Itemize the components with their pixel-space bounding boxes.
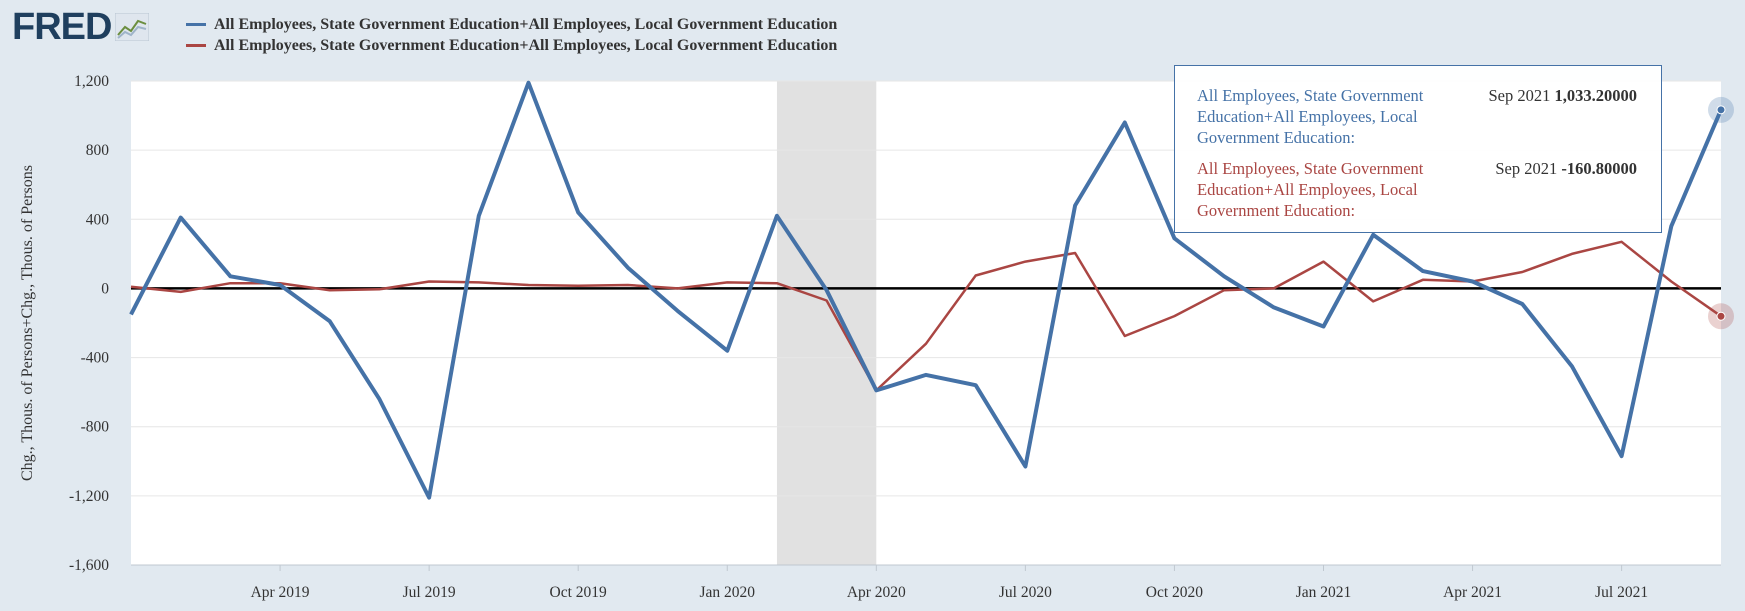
legend-item-series-1[interactable]: All Employees, State Government Educatio… <box>186 14 837 35</box>
legend-swatch-series-1 <box>186 23 206 26</box>
x-tick-label: Jul 2019 <box>403 584 456 601</box>
tooltip-series-2-number: -160.80000 <box>1561 159 1637 178</box>
tooltip-series-2-name: All Employees, State Government Educatio… <box>1197 159 1424 220</box>
tooltip-row-series-1: All Employees, State Government Educatio… <box>1197 85 1637 148</box>
chart-legend: All Employees, State Government Educatio… <box>186 14 837 56</box>
x-tick-label: Jul 2020 <box>999 584 1052 601</box>
x-tick-label: Apr 2019 <box>251 584 310 601</box>
fred-line-chart-icon <box>115 13 150 41</box>
hover-point-series-1[interactable] <box>1716 105 1726 115</box>
y-tick-label: -800 <box>81 419 110 436</box>
hover-point-series-2[interactable] <box>1716 311 1726 321</box>
y-tick-label: 400 <box>86 211 110 228</box>
data-tooltip: All Employees, State Government Educatio… <box>1174 65 1662 233</box>
series-line-1[interactable] <box>129 80 1723 500</box>
legend-label-series-2: All Employees, State Government Educatio… <box>214 37 838 54</box>
y-tick-label: -1,200 <box>69 488 109 505</box>
series-line-2[interactable] <box>130 240 1722 392</box>
y-tick-label: -400 <box>81 350 110 367</box>
tooltip-series-1-name: All Employees, State Government Educatio… <box>1197 86 1424 147</box>
tooltip-series-2-value: Sep 2021 -160.80000 <box>1495 158 1637 221</box>
y-tick-label: -1,600 <box>69 557 109 574</box>
tooltip-series-2-date: Sep 2021 <box>1495 159 1558 178</box>
fred-logo-text: FRED <box>12 6 112 48</box>
tooltip-series-1-value: Sep 2021 1,033.20000 <box>1489 85 1638 148</box>
legend-item-series-2[interactable]: All Employees, State Government Educatio… <box>186 35 837 56</box>
x-tick-label: Oct 2020 <box>1146 584 1204 601</box>
recession-shading <box>776 81 877 565</box>
x-tick-label: Jan 2021 <box>1296 584 1352 601</box>
y-tick-label: 800 <box>86 142 110 159</box>
x-tick-label: Oct 2019 <box>550 584 608 601</box>
x-tick-label: Apr 2020 <box>847 584 906 601</box>
legend-swatch-series-2 <box>186 44 206 47</box>
legend-label-series-1: All Employees, State Government Educatio… <box>214 16 838 33</box>
tooltip-row-series-2: All Employees, State Government Educatio… <box>1197 158 1637 221</box>
fred-logo[interactable]: FRED <box>12 6 150 48</box>
x-tick-label: Jul 2021 <box>1595 584 1648 601</box>
x-tick-label: Apr 2021 <box>1443 584 1502 601</box>
y-axis-label: Chg., Thous. of Persons+Chg., Thous. of … <box>19 165 36 481</box>
x-tick-label: Jan 2020 <box>699 584 755 601</box>
y-tick-label: 0 <box>101 280 109 297</box>
y-tick-label: 1,200 <box>74 73 109 90</box>
tooltip-series-1-date: Sep 2021 <box>1488 86 1551 105</box>
tooltip-series-1-number: 1,033.20000 <box>1554 86 1638 105</box>
